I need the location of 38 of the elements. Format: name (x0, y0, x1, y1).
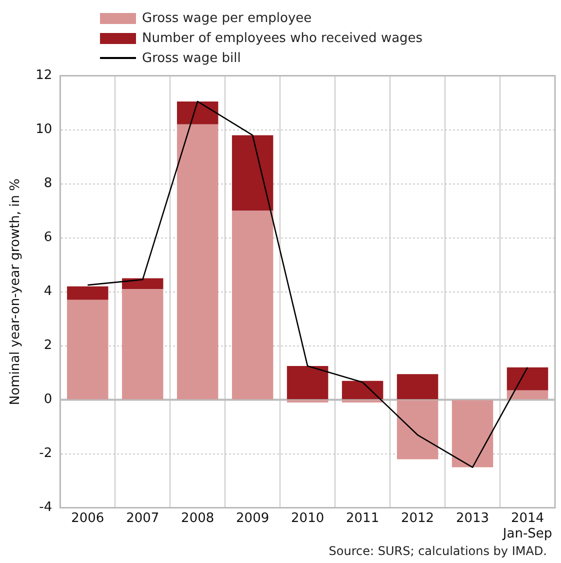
x-tick-label: 2007 (126, 510, 160, 526)
bar (506, 390, 548, 400)
x-tick-label: 2011 (346, 510, 380, 526)
y-axis-title: Nominal year-on-year growth, in % (8, 178, 24, 406)
bar (452, 400, 494, 468)
y-tick-label: 8 (44, 176, 52, 192)
x-tick-label: 2006 (71, 510, 104, 526)
y-tick-label: 6 (44, 230, 52, 246)
bar (396, 374, 438, 400)
y-tick-label: 12 (36, 68, 52, 84)
y-tick-label: 2 (44, 338, 52, 354)
bar (122, 289, 164, 400)
x-tick-label: 2009 (236, 510, 270, 526)
x-tick-label: 2013 (456, 510, 490, 526)
x-tick-label: 2008 (181, 510, 214, 526)
y-tick-label: -2 (39, 446, 52, 462)
bar (342, 380, 384, 400)
bar (122, 278, 164, 290)
legend-label: Gross wage per employee (142, 10, 312, 26)
bar (67, 300, 108, 400)
x-tick-label: 2014 Jan-Sep (502, 510, 552, 542)
bar (232, 210, 274, 400)
bar (176, 101, 218, 124)
bar (232, 135, 274, 211)
legend-label: Number of employees who received wages (142, 30, 423, 46)
y-tick-label: 4 (44, 284, 52, 300)
legend-label: Gross wage bill (142, 50, 241, 66)
y-tick-label: -4 (39, 500, 52, 516)
y-tick-label: 0 (44, 392, 52, 408)
y-tick-label: 10 (36, 122, 52, 138)
x-tick-label: 2012 (400, 510, 434, 526)
bar (67, 286, 108, 300)
bar (286, 366, 328, 400)
source-note: Source: SURS; calculations by IMAD. (328, 544, 548, 558)
bar (396, 400, 438, 460)
x-tick-label: 2010 (291, 510, 324, 526)
bar (506, 367, 548, 390)
bar (176, 124, 218, 400)
